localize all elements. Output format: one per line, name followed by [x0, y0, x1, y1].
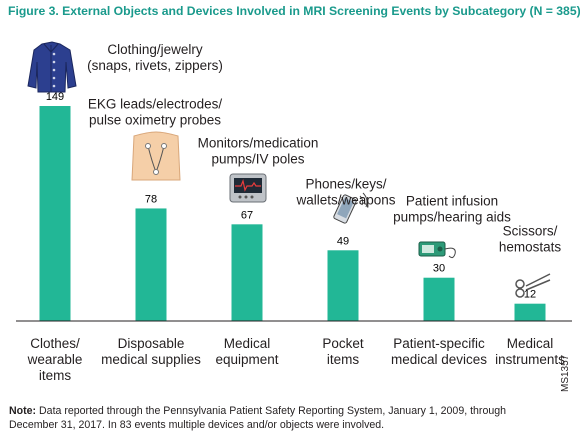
bar-chart: 149 78 67 49 30 12 Clothing/jewelry (snaps, ri… [16, 41, 572, 322]
bar-annotation: Patient infusion pumps/hearing aids [393, 194, 511, 225]
category-label-line: Medical [506, 336, 554, 351]
category-label-line: Clothes/ [30, 336, 80, 351]
category-label: Pocket items [288, 336, 398, 368]
bar [514, 303, 546, 321]
category-label-line: Pocket [322, 336, 364, 351]
category-label-line: medical devices [390, 352, 488, 367]
jacket-icon [27, 41, 77, 93]
category-label-line: Disposable [117, 336, 185, 351]
bar-value-label: 30 [433, 263, 445, 275]
monitor-icon [229, 173, 267, 203]
category-label-line: medical supplies [101, 352, 201, 367]
category-label: Clothes/wearable items [0, 336, 110, 384]
category-label: Patient-specific medical devices [384, 336, 494, 368]
category-label-line: Medical [223, 336, 271, 351]
bar-annotation: Clothing/jewelry (snaps, rivets, zippers) [87, 42, 223, 73]
figure-code: MS1357 [560, 354, 571, 392]
bar-value-label: 12 [524, 289, 536, 301]
footnote-text: Data reported through the Pennsylvania P… [9, 405, 507, 431]
footnote: Note: Data reported through the Pennsylv… [9, 405, 554, 432]
bar-annotation: Monitors/medication pumps/IV poles [198, 135, 319, 166]
category-label: Medical equipment [192, 336, 302, 368]
category-label-line: items [38, 368, 72, 383]
category-label-line: instruments [495, 352, 565, 367]
bar [423, 277, 455, 321]
bar-annotation: EKG leads/electrodes/pulse oximetry prob… [88, 96, 223, 127]
category-label-line: items [326, 352, 360, 367]
bar [327, 250, 359, 321]
infusion-pump-icon [418, 241, 456, 259]
bar [135, 208, 167, 321]
bar-value-label: 67 [241, 209, 253, 221]
bar-value-label: 149 [46, 91, 64, 103]
scissors-icon [515, 273, 551, 298]
bar [39, 106, 71, 321]
category-label: Medical instruments [475, 336, 580, 368]
footnote-label: Note: [9, 405, 37, 417]
bar [231, 224, 263, 321]
category-label-line: wearable [27, 352, 83, 367]
bar-value-label: 78 [145, 193, 157, 205]
category-label-line: equipment [215, 352, 279, 367]
category-label-line: Patient-specific [393, 336, 485, 351]
bar-value-label: 49 [337, 235, 349, 247]
phone-icon [333, 192, 368, 224]
bar-annotation: Phones/keys/wallets/weapons [295, 176, 395, 207]
bar-annotation: Scissors/hemostats [499, 224, 562, 255]
category-label: Disposable medical supplies [96, 336, 206, 368]
chart-title: Figure 3. External Objects and Devices I… [8, 4, 580, 18]
torso-electrodes-icon [131, 131, 181, 181]
